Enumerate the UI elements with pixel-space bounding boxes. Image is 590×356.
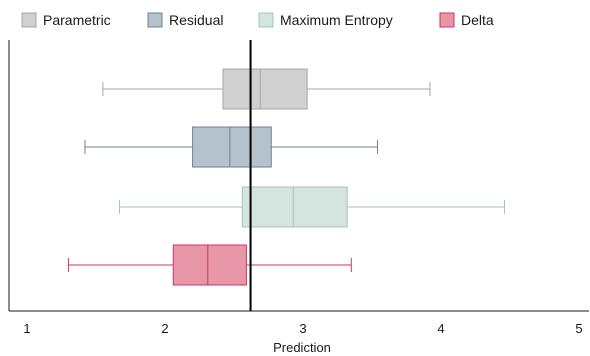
x-tick-label: 4 (437, 321, 444, 336)
iqr-box (192, 126, 272, 168)
legend-item: Delta (439, 12, 494, 28)
legend-swatch (21, 12, 37, 28)
boxes (67, 68, 505, 286)
iqr-box (241, 186, 348, 228)
box-group (118, 186, 505, 228)
legend-item: Maximum Entropy (258, 12, 393, 28)
legend-label: Parametric (43, 12, 111, 28)
box-group (84, 126, 379, 168)
x-axis-title: Prediction (273, 340, 331, 355)
x-tick-label: 5 (575, 321, 582, 336)
legend-item: Parametric (21, 12, 111, 28)
x-tick-label: 2 (161, 321, 168, 336)
iqr-box (172, 244, 247, 286)
legend-label: Residual (169, 12, 223, 28)
box-group (67, 244, 352, 286)
legend-label: Delta (461, 12, 494, 28)
legend-swatch (147, 12, 163, 28)
x-ticks: 1 2 3 4 5 (23, 321, 582, 336)
legend-swatch (439, 12, 455, 28)
iqr-box (222, 68, 308, 110)
x-tick-label: 3 (299, 321, 306, 336)
legend-label: Maximum Entropy (280, 12, 393, 28)
legend: Parametric Residual Maximum Entropy Delta (21, 12, 494, 28)
legend-item: Residual (147, 12, 223, 28)
legend-swatch (258, 12, 274, 28)
x-tick-label: 1 (23, 321, 30, 336)
box-group (102, 68, 431, 110)
axes (8, 40, 589, 312)
